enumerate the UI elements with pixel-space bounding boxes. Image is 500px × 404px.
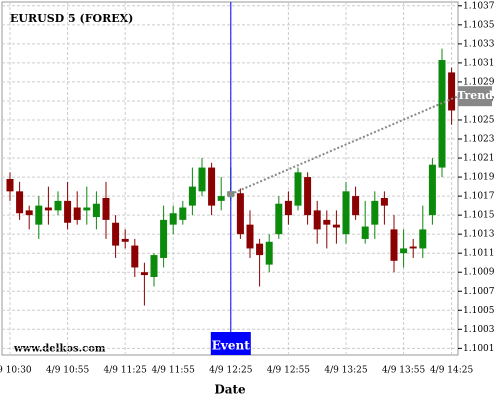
candle-body	[35, 205, 43, 225]
candle-body	[208, 167, 216, 206]
x-tick-label: 4/9 13:25	[324, 366, 368, 376]
candle-body	[419, 229, 427, 249]
candle-body	[150, 255, 158, 277]
candle-body	[160, 219, 168, 258]
candle-body	[92, 203, 100, 218]
candle-body	[323, 219, 331, 225]
y-tick-label: 1.1033	[463, 39, 495, 49]
x-tick-label: 4/9 12:25	[209, 366, 253, 376]
candle-body	[304, 177, 312, 216]
y-tick-label: 1.1015	[463, 211, 495, 221]
candle-body	[83, 207, 91, 211]
y-tick-label: 1.1003	[463, 325, 495, 335]
event-label: Event	[212, 339, 250, 353]
candle-body	[284, 200, 292, 216]
candle-body	[217, 196, 225, 201]
x-tick-label: 4/9 11:55	[152, 366, 196, 376]
candle-body	[332, 224, 340, 228]
y-tick-label: 1.1001	[463, 344, 495, 354]
candle-body	[313, 210, 321, 230]
x-tick-label: 4/9 10:30	[0, 366, 32, 376]
candle-body	[112, 222, 120, 246]
candle-body	[198, 167, 206, 192]
y-tick-label: 1.1021	[463, 154, 495, 164]
y-tick-label: 1.1023	[463, 135, 495, 145]
candle-body	[438, 60, 446, 168]
event-box	[210, 332, 251, 355]
candle-body	[121, 238, 129, 242]
candle-body	[54, 200, 62, 211]
candle-body	[73, 207, 81, 220]
candle-body	[342, 191, 350, 235]
candle-body	[16, 191, 24, 214]
candle-body	[6, 178, 14, 192]
trend-box	[458, 86, 492, 107]
candle-body	[361, 226, 369, 239]
y-tick-label: 1.1031	[463, 58, 495, 68]
watermark: www.delkos.com	[13, 344, 106, 355]
trend-start	[227, 191, 234, 198]
candle-body	[188, 186, 196, 206]
candle-body	[140, 272, 148, 276]
x-tick-label: 4/9 13:55	[382, 366, 426, 376]
y-tick-label: 1.1007	[463, 287, 495, 297]
y-tick-label: 1.1005	[463, 306, 495, 316]
candle-body	[275, 203, 283, 235]
candle-body	[102, 198, 110, 220]
y-tick-label: 1.1035	[463, 20, 495, 30]
y-tick-label: 1.1013	[463, 230, 495, 240]
x-tick-label: 4/9 11:25	[104, 366, 148, 376]
candle-body	[236, 193, 244, 235]
trend-label: Trend	[457, 89, 493, 102]
x-tick-label: 4/9 10:55	[46, 366, 90, 376]
candle-body	[256, 243, 264, 256]
y-tick-label: 1.1011	[463, 249, 495, 259]
candle-body	[409, 246, 417, 249]
candle-body	[294, 172, 302, 206]
plot-frame	[1, 1, 459, 356]
candle-body	[25, 210, 33, 216]
chart-title: EURUSD 5 (FOREX)	[10, 12, 133, 25]
y-tick-label: 1.1029	[463, 77, 495, 87]
candle-body	[246, 224, 254, 249]
y-tick-label: 1.1019	[463, 173, 495, 183]
trend-line	[230, 95, 459, 196]
x-axis-title: Date	[214, 383, 246, 397]
y-tick-label: 1.1037	[463, 1, 495, 11]
candle-body	[131, 245, 139, 268]
candle-body	[428, 164, 436, 216]
x-tick-label: 4/9 14:25	[430, 366, 474, 376]
candle-body	[179, 207, 187, 220]
candle-body	[352, 196, 360, 216]
candle-body	[169, 213, 177, 225]
candle-body	[390, 229, 398, 261]
candle-body	[44, 207, 52, 211]
candle-body	[400, 248, 408, 254]
candle-body	[380, 198, 388, 206]
candle-body	[371, 200, 379, 225]
candle-body	[448, 72, 456, 111]
candle-body	[265, 241, 273, 265]
y-tick-label: 1.1009	[463, 268, 495, 278]
y-tick-label: 1.1025	[463, 115, 495, 125]
y-tick-label: 1.1017	[463, 192, 495, 202]
candle-body	[64, 200, 72, 223]
x-tick-label: 4/9 12:55	[267, 366, 311, 376]
